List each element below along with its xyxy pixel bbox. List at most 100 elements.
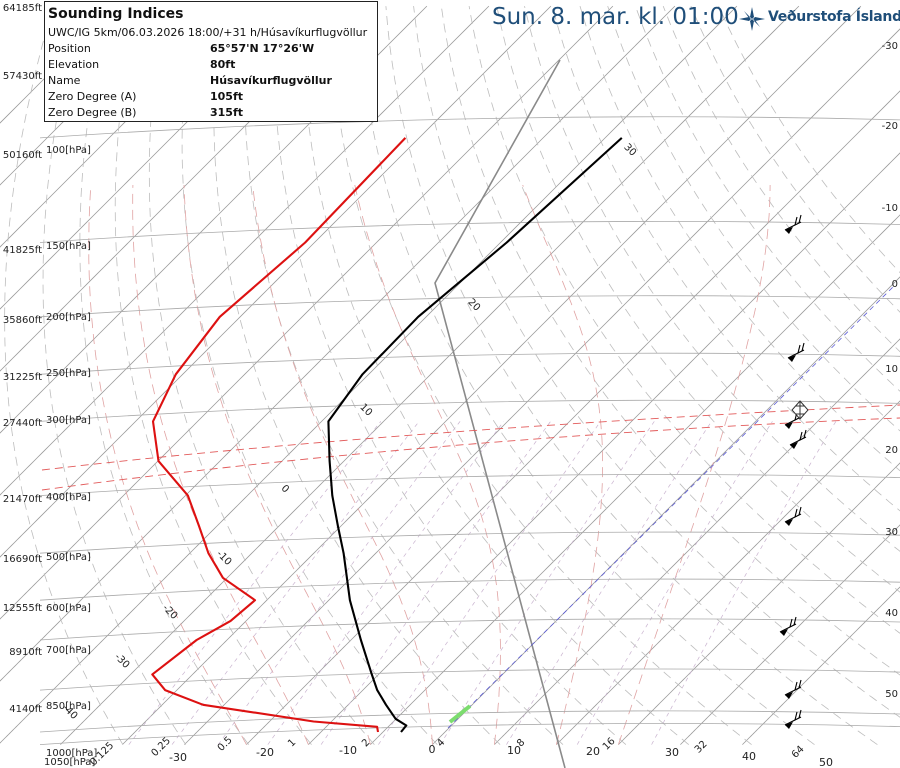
height-label: 50160ft — [3, 150, 42, 161]
info-value: 105ft — [210, 90, 244, 103]
pressure-label: 250[hPa] — [46, 368, 91, 379]
isobar-line — [39, 578, 900, 601]
series-layer — [151, 137, 623, 733]
dry-adiabat-line — [607, 5, 900, 432]
info-label: Position — [48, 42, 91, 55]
mixing-ratio-line — [378, 421, 601, 745]
height-label: 16690ft — [3, 554, 42, 565]
isotherm-line — [494, 338, 900, 745]
wind-barb-shaft — [784, 513, 802, 523]
wind-barb-icon — [784, 679, 802, 699]
mixing-ratio-line — [576, 421, 773, 745]
grid-layer — [0, 5, 900, 745]
temperature-tick-label: 20 — [586, 745, 600, 758]
info-value: 80ft — [210, 58, 236, 71]
temperature-tick-label: -30 — [169, 751, 187, 764]
dewpoint-series — [151, 137, 407, 733]
wind-barb-feather — [794, 709, 802, 721]
brand-logo: Veðurstofa Íslands — [738, 6, 900, 32]
mixing-ratio-line — [128, 421, 382, 745]
right-temp-label: 40 — [885, 608, 898, 619]
moist-adiabat-line — [618, 184, 771, 745]
height-label: 27440ft — [3, 418, 42, 429]
sounding-indices-box: Sounding Indices UWC/IG 5km/06.03.2026 1… — [44, 1, 378, 122]
pressure-label: 500[hPa] — [46, 552, 91, 563]
dry-adiabat-line — [213, 6, 501, 745]
height-label: 57430ft — [3, 71, 42, 82]
vedurstofa-logo-icon — [739, 7, 765, 31]
mixing-ratio-label: 2 — [360, 737, 372, 749]
pressure-label: 700[hPa] — [46, 645, 91, 656]
dry-adiabat-line — [114, 6, 312, 745]
temperature-series — [327, 137, 623, 733]
info-subtitle: UWC/IG 5km/06.03.2026 18:00/+31 h/Húsaví… — [48, 26, 368, 39]
info-label: Elevation — [48, 58, 100, 71]
wind-barb-icon — [784, 709, 802, 729]
wind-barb-shaft — [784, 416, 802, 426]
right-temp-label: -10 — [882, 203, 898, 214]
wind-barb-icon — [779, 616, 797, 636]
dry-adiabat-line — [302, 6, 690, 745]
isotherm-label: -20 — [160, 603, 179, 622]
pressure-label: 850[hPa] — [46, 701, 91, 712]
info-value: Húsavíkurflugvöllur — [210, 74, 332, 87]
isobar-line — [39, 116, 900, 139]
pressure-label: 600[hPa] — [46, 603, 91, 614]
isotherm-label: -10 — [214, 549, 233, 568]
isotherm-line — [0, 5, 676, 682]
wind-barb-shaft — [784, 221, 802, 231]
temperature-tick-label: -20 — [256, 746, 274, 759]
right-temp-label: 30 — [885, 527, 898, 538]
dry-adiabat-line — [385, 6, 878, 745]
isotherm-line — [0, 5, 428, 434]
wind-barb-shaft — [779, 623, 797, 633]
temperature-tick-label: 0 — [429, 743, 436, 756]
height-label: 4140ft — [9, 704, 42, 715]
isotherm-line — [370, 214, 900, 745]
right-temp-label: 0 — [892, 279, 898, 290]
wind-barb-flag — [780, 629, 788, 636]
tropopause-line — [41, 404, 900, 471]
right-temp-label: 20 — [885, 445, 898, 456]
moist-adiabat-line — [354, 184, 501, 745]
pressure-label: 200[hPa] — [46, 312, 91, 323]
info-label: Zero Degree (A) — [48, 90, 137, 103]
dry-adiabat-line — [413, 6, 900, 718]
isobar-line — [39, 723, 900, 745]
mixing-ratio-label: 1 — [286, 737, 298, 749]
wind-barb-icon — [784, 506, 802, 526]
wind-barbs-layer — [779, 214, 809, 729]
wind-barb-shaft — [787, 349, 805, 359]
right-temp-label: -20 — [882, 121, 898, 132]
temperature-tick-label: 10 — [507, 744, 521, 757]
isobar-line — [39, 399, 900, 422]
isotherm-label: 0 — [279, 483, 291, 495]
wind-barb-shaft — [784, 686, 802, 696]
mixing-ratio-line — [651, 421, 837, 745]
isobar-line — [39, 220, 900, 243]
wind-barb-flag — [785, 422, 793, 429]
wind-barb-flag — [785, 722, 793, 729]
forecast-time-title: Sun. 8. mar. kl. 01:00 — [492, 4, 739, 30]
isotherm-label: -30 — [112, 652, 131, 671]
dry-adiabat-line — [273, 6, 627, 745]
surface-marker — [448, 704, 472, 724]
wind-barb-flag — [785, 519, 793, 526]
moist-adiabat-line — [252, 184, 433, 745]
isotherm-line — [0, 5, 490, 496]
mixing-ratio-line — [267, 421, 505, 745]
level-marker-cross — [796, 402, 804, 418]
dry-adiabat-line — [330, 6, 752, 745]
isotherm-line — [184, 28, 900, 745]
temperature-tick-label: 30 — [665, 746, 679, 759]
height-label: 35860ft — [3, 315, 42, 326]
wind-barb-icon — [784, 214, 802, 234]
isotherm-line — [432, 276, 900, 745]
wind-barb-shaft — [784, 716, 802, 726]
isobar-line — [39, 531, 900, 554]
dry-adiabat-line — [579, 5, 900, 472]
wind-barb-feather — [789, 616, 797, 628]
dry-adiabat-line — [357, 6, 815, 745]
temperature-tick-label: 50 — [819, 756, 833, 768]
